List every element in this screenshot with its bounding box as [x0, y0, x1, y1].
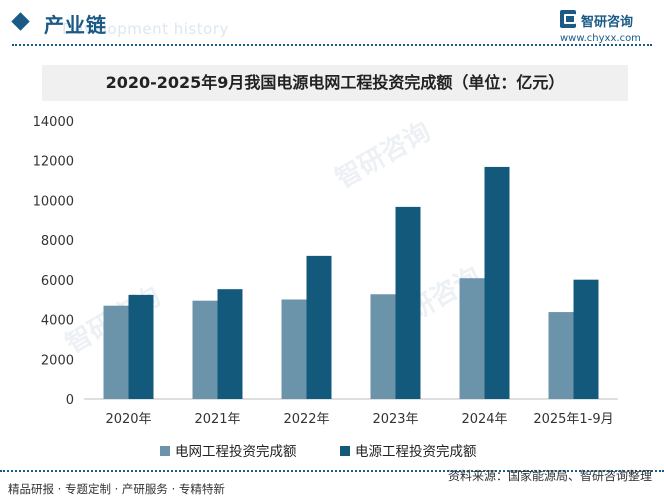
bar-power-0 [128, 294, 154, 399]
header-divider [12, 44, 652, 46]
legend-swatch [160, 446, 170, 456]
bar-grid-5 [548, 312, 574, 399]
footer-divider [0, 470, 664, 472]
footer-tagline: 精品研报 · 专题定制 · 产研服务 · 专精特新 [8, 482, 225, 496]
x-tick-label: 2022年 [283, 412, 329, 427]
bar-power-1 [217, 289, 243, 399]
header: Development history 产业链 [0, 0, 664, 50]
bar-grid-3 [370, 294, 396, 399]
brand-logo: 智研咨询 www.chyxx.com [560, 10, 656, 50]
bar-power-4 [484, 166, 510, 399]
bar-power-2 [306, 255, 332, 399]
logo-icon [560, 10, 576, 28]
y-tick-label: 14000 [33, 115, 74, 130]
chart-title: 2020-2025年9月我国电源电网工程投资完成额（单位：亿元） [105, 73, 565, 92]
x-tick-label: 2023年 [372, 412, 418, 427]
chart-title-bar: 2020-2025年9月我国电源电网工程投资完成额（单位：亿元） [42, 65, 628, 101]
x-tick-label: 2024年 [461, 412, 507, 427]
bar-grid-4 [459, 278, 485, 399]
y-tick-label: 12000 [33, 155, 74, 170]
y-tick-label: 0 [66, 393, 74, 408]
logo-url: www.chyxx.com [560, 33, 641, 44]
bar-grid-1 [192, 300, 218, 399]
y-tick-label: 6000 [41, 274, 74, 289]
bar-grid-0 [103, 305, 129, 399]
page-title: 产业链 [44, 13, 107, 37]
bar-power-3 [395, 206, 421, 399]
bar-power-5 [573, 279, 599, 399]
y-tick-label: 2000 [41, 353, 74, 368]
bar-grid-2 [281, 299, 307, 399]
legend-label: 电网工程投资完成额 [175, 444, 297, 460]
footer-source: 资料来源：国家能源局、智研咨询整理 [447, 469, 652, 483]
x-tick-label: 2020年 [105, 412, 151, 427]
legend-label: 电源工程投资完成额 [355, 444, 477, 460]
x-tick-label: 2025年1-9月 [533, 412, 613, 427]
x-tick-label: 2021年 [194, 412, 240, 427]
y-tick-label: 4000 [41, 314, 74, 329]
legend-swatch [340, 446, 350, 456]
y-tick-label: 8000 [41, 234, 74, 249]
y-tick-label: 10000 [33, 194, 74, 209]
logo-name: 智研咨询 [581, 15, 634, 30]
